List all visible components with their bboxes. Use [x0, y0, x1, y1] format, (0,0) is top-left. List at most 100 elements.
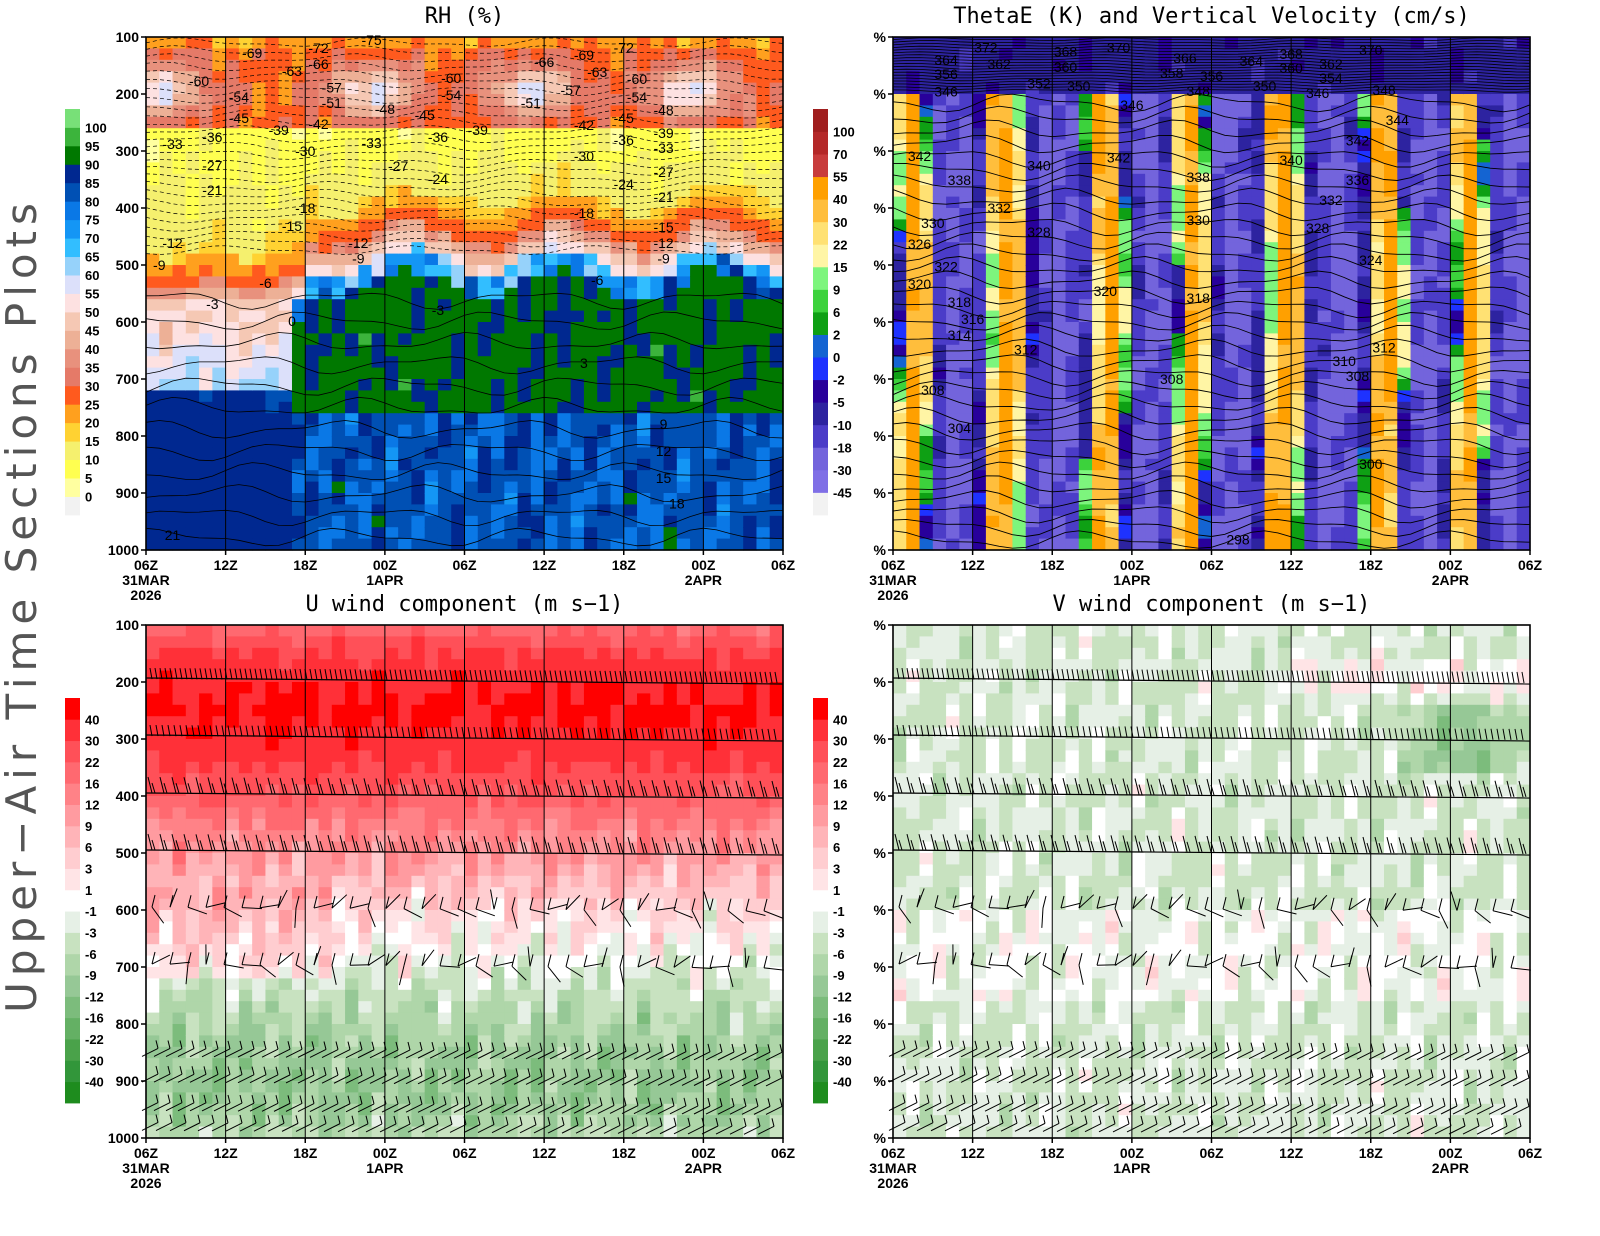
field-cell: [146, 208, 160, 220]
field-cell: [1423, 151, 1438, 163]
field-cell: [637, 470, 651, 483]
field-cell: [159, 647, 174, 660]
field-cell: [1397, 322, 1412, 334]
colorbar-swatch: [813, 176, 828, 200]
field-cell: [212, 71, 227, 84]
field-cell: [1224, 379, 1239, 391]
field-cell: [557, 322, 572, 334]
field-cell: [1012, 470, 1027, 483]
contour-label: 318: [1187, 290, 1211, 306]
field-cell: [1277, 116, 1292, 129]
field-cell: [893, 59, 907, 72]
field-cell: [451, 59, 466, 72]
field-cell: [1025, 344, 1040, 357]
field-cell: [676, 470, 691, 483]
field-cell: [972, 344, 987, 357]
field-cell: [716, 208, 731, 220]
field-cell: [345, 94, 359, 106]
field-cell: [358, 59, 373, 72]
field-cell: [1264, 470, 1279, 483]
field-cell: [1238, 344, 1252, 357]
field-cell: [1065, 424, 1080, 437]
field-cell: [1238, 413, 1252, 426]
field-cell: [676, 219, 691, 232]
field-cell: [583, 458, 598, 471]
field-cell: [959, 481, 974, 494]
field-cell: [650, 538, 665, 551]
field-cell: [906, 322, 921, 334]
field-cell: [265, 344, 280, 357]
field-cell: [623, 401, 638, 414]
field-cell: [1038, 367, 1053, 380]
field-cell: [1025, 151, 1040, 163]
field-cell: [504, 139, 519, 152]
field-cell: [743, 219, 758, 232]
field-cell: [1450, 219, 1465, 232]
field-cell: [437, 413, 452, 426]
field-cell: [676, 379, 691, 391]
field-cell: [1384, 322, 1398, 334]
field-cell: [1158, 458, 1173, 471]
field-cell: [517, 424, 532, 437]
field-cell: [583, 116, 598, 129]
field-cell: [172, 887, 187, 900]
field-cell: [358, 128, 373, 141]
field-cell: [278, 253, 293, 266]
field-cell: [650, 481, 665, 494]
field-cell: [252, 208, 267, 220]
field-cell: [491, 59, 505, 72]
field-cell: [1184, 299, 1199, 312]
field-cell: [199, 493, 213, 505]
field-cell: [477, 82, 492, 95]
field-cell: [1476, 139, 1491, 152]
field-cell: [650, 71, 665, 84]
field-cell: [464, 230, 479, 243]
contour-label: -21: [653, 189, 673, 205]
field-cell: [743, 162, 758, 175]
field-cell: [225, 504, 240, 517]
field-cell: [906, 447, 921, 460]
field-cell: [451, 287, 466, 300]
field-cell: [212, 647, 227, 660]
field-cell: [146, 1081, 160, 1093]
field-cell: [1118, 37, 1133, 49]
field-cell: [1158, 344, 1173, 357]
field-cell: [424, 94, 439, 106]
contour-label: 366: [1173, 50, 1197, 66]
field-cell: [318, 162, 333, 175]
field-cell: [517, 527, 532, 540]
field-cell: [650, 185, 665, 198]
field-cell: [1384, 413, 1398, 426]
field-cell: [959, 276, 974, 289]
field-cell: [398, 265, 413, 277]
field-cell: [1317, 424, 1332, 437]
field-cell: [610, 71, 625, 84]
field-cell: [959, 424, 974, 437]
field-cell: [464, 208, 479, 220]
field-cell: [1184, 37, 1199, 49]
field-cell: [1503, 356, 1518, 369]
field-cell: [212, 367, 227, 380]
field-cell: [1184, 265, 1199, 277]
field-cell: [146, 299, 160, 312]
field-cell: [1131, 105, 1146, 118]
field-cell: [1317, 367, 1332, 380]
field-cell: [199, 773, 213, 786]
field-cell: [1490, 128, 1505, 141]
field-cell: [1437, 219, 1451, 232]
field-cell: [1304, 436, 1319, 448]
field-cell: [1065, 401, 1080, 414]
field-cell: [345, 253, 359, 266]
field-cell: [544, 71, 558, 84]
field-cell: [1105, 128, 1120, 141]
field-cell: [278, 401, 293, 414]
colorbar-swatch: [65, 404, 80, 424]
field-cell: [557, 333, 572, 346]
field-cell: [663, 310, 678, 323]
contour-line: [145, 166, 784, 176]
field-cell: [1025, 253, 1040, 266]
field-cell: [1224, 219, 1239, 232]
field-cell: [919, 208, 934, 220]
field-cell: [345, 265, 359, 277]
field-cell: [623, 299, 638, 312]
